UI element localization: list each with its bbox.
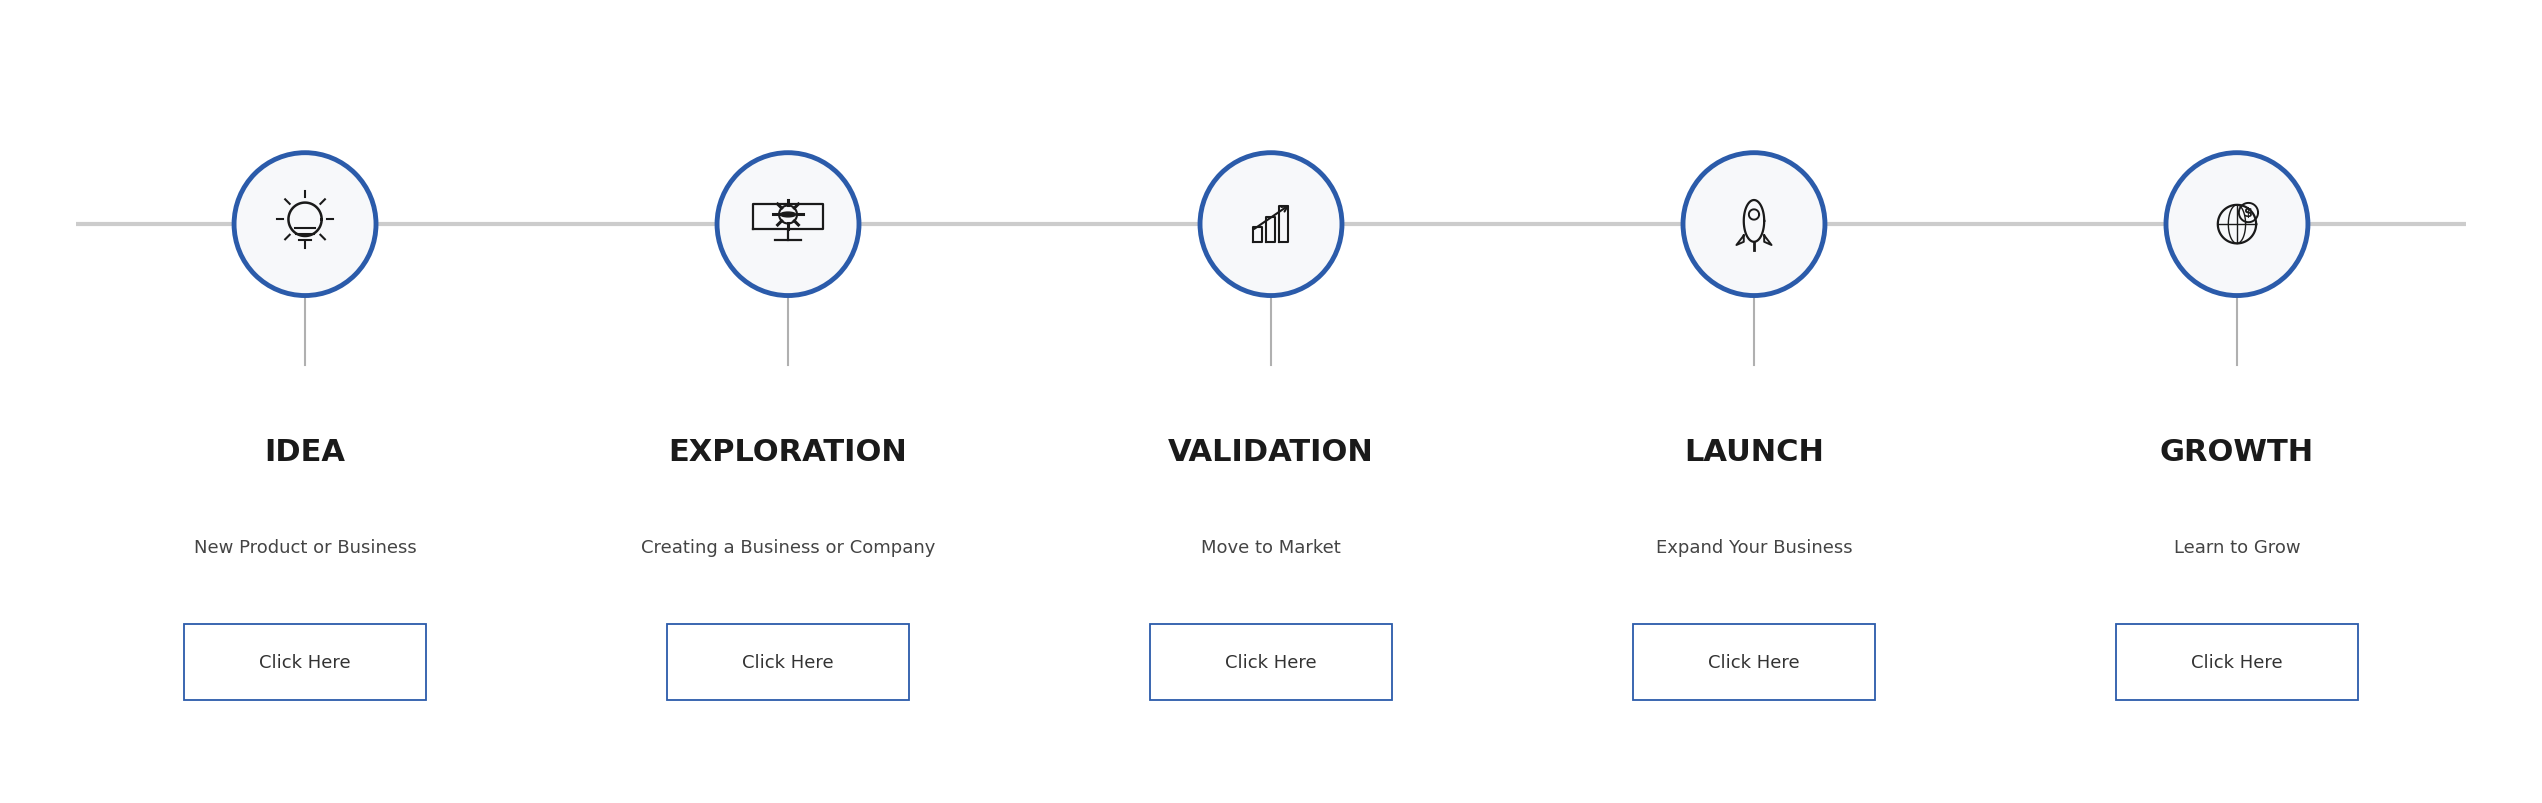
Ellipse shape xyxy=(2166,153,2308,296)
Ellipse shape xyxy=(1683,153,1825,296)
FancyBboxPatch shape xyxy=(666,625,910,700)
Text: Expand Your Business: Expand Your Business xyxy=(1655,538,1853,556)
Text: Click Here: Click Here xyxy=(1225,654,1317,671)
FancyBboxPatch shape xyxy=(2115,625,2359,700)
Text: EXPLORATION: EXPLORATION xyxy=(669,438,907,467)
Text: Learn to Grow: Learn to Grow xyxy=(2173,538,2301,556)
Ellipse shape xyxy=(717,153,859,296)
Text: Click Here: Click Here xyxy=(1708,654,1800,671)
Text: New Product or Business: New Product or Business xyxy=(193,538,417,556)
FancyBboxPatch shape xyxy=(1152,625,1393,700)
Text: Click Here: Click Here xyxy=(259,654,351,671)
Circle shape xyxy=(780,213,796,218)
Text: Move to Market: Move to Market xyxy=(1202,538,1340,556)
Text: GROWTH: GROWTH xyxy=(2161,438,2313,467)
Text: LAUNCH: LAUNCH xyxy=(1683,438,1825,467)
Text: VALIDATION: VALIDATION xyxy=(1169,438,1373,467)
Text: Creating a Business or Company: Creating a Business or Company xyxy=(641,538,935,556)
FancyBboxPatch shape xyxy=(183,625,425,700)
FancyBboxPatch shape xyxy=(1632,625,1873,700)
Text: IDEA: IDEA xyxy=(264,438,346,467)
Text: Click Here: Click Here xyxy=(2191,654,2283,671)
Ellipse shape xyxy=(1200,153,1342,296)
Text: $: $ xyxy=(2245,207,2252,220)
Text: Click Here: Click Here xyxy=(742,654,834,671)
Ellipse shape xyxy=(234,153,376,296)
